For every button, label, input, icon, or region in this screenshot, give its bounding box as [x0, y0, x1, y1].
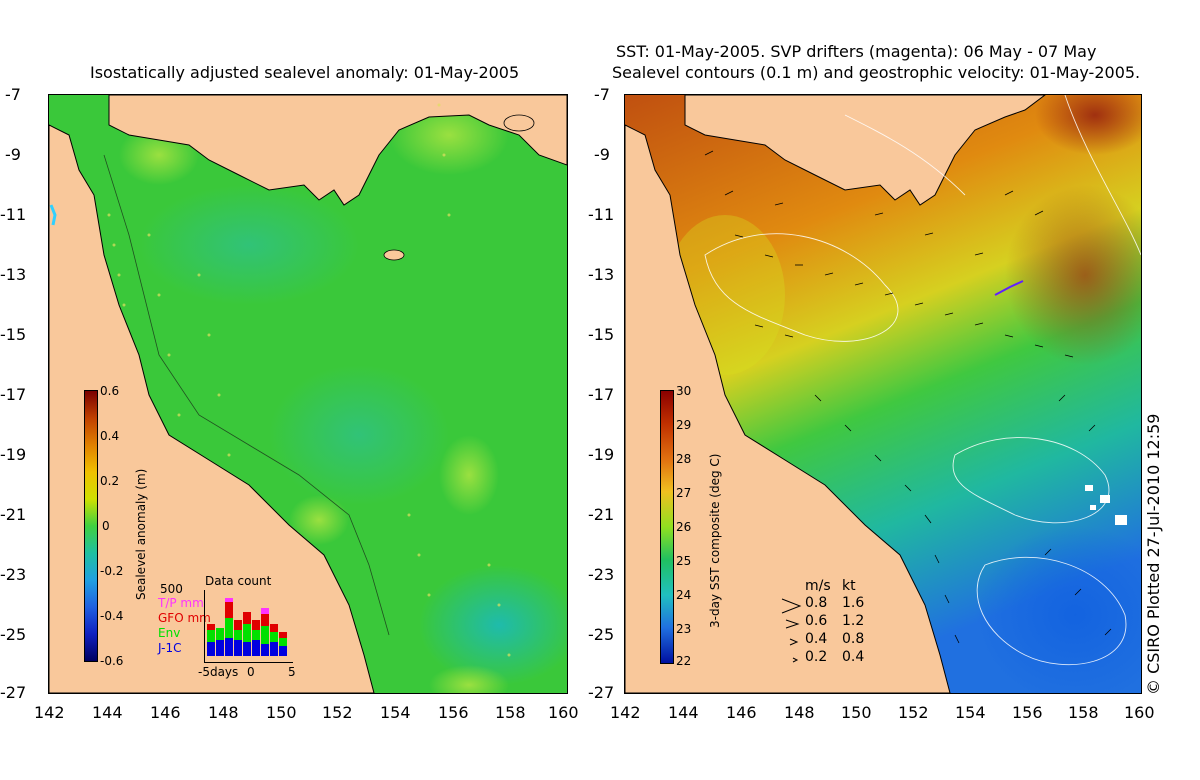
- left-colorbar-label: Sealevel anomaly (m): [134, 468, 148, 600]
- left-x-tick: 144: [92, 703, 123, 722]
- right-x-tick: 160: [1124, 703, 1155, 722]
- left-y-tick: -15: [0, 325, 27, 344]
- right-colorbar-label: 3-day SST composite (deg C): [708, 453, 722, 628]
- right-x-tick: 152: [898, 703, 929, 722]
- velocity-legend-kt: 0.8: [842, 631, 865, 647]
- right-colorbar-tick: 25: [676, 554, 692, 568]
- right-colorbar-tick: 29: [676, 418, 692, 432]
- left-colorbar-tick: -0.4: [100, 609, 124, 623]
- left-x-tick: 146: [150, 703, 181, 722]
- drifter-track: [994, 280, 1024, 296]
- right-colorbar-tick: 23: [676, 622, 692, 636]
- data-count-x-label: -5days: [198, 665, 239, 679]
- left-y-tick: -7: [5, 85, 21, 104]
- left-colorbar-tick: -0.2: [100, 564, 124, 578]
- data-count-legend-gfo: GFO mm: [158, 611, 211, 625]
- velocity-legend-kt: 1.2: [842, 613, 865, 629]
- data-count-legend-j1c: J-1C: [158, 641, 182, 655]
- right-colorbar-tick: 22: [676, 654, 692, 668]
- data-count-max: 500: [160, 582, 183, 596]
- right-x-tick: 156: [1012, 703, 1043, 722]
- right-map: [624, 94, 1142, 694]
- right-y-tick: -13: [588, 265, 615, 284]
- right-colorbar: [660, 390, 674, 664]
- right-land-australia: [625, 124, 951, 693]
- left-x-tick: 158: [495, 703, 526, 722]
- right-x-tick: 154: [955, 703, 986, 722]
- right-x-tick: 146: [726, 703, 757, 722]
- left-y-tick: -11: [0, 205, 27, 224]
- data-count-chart: [204, 590, 293, 663]
- left-x-tick: 150: [266, 703, 297, 722]
- left-x-tick: 160: [548, 703, 579, 722]
- velocity-legend-ms: 0.8: [805, 595, 828, 611]
- right-x-tick: 144: [668, 703, 699, 722]
- left-map: [48, 94, 568, 694]
- right-x-tick: 148: [784, 703, 815, 722]
- right-colorbar-tick: 24: [676, 588, 692, 602]
- left-colorbar-tick: -0.6: [100, 654, 124, 668]
- left-y-tick: -21: [0, 505, 27, 524]
- right-y-tick: -27: [588, 683, 615, 702]
- right-land-new-guinea: [684, 95, 1046, 206]
- left-x-tick: 148: [208, 703, 239, 722]
- right-colorbar-tick: 26: [676, 520, 692, 534]
- velocity-legend-arrows: [781, 598, 802, 663]
- right-x-tick: 158: [1068, 703, 1099, 722]
- right-y-tick: -21: [588, 505, 615, 524]
- right-y-tick: -23: [588, 565, 615, 584]
- right-y-tick: -17: [588, 385, 615, 404]
- right-colorbar-tick: 28: [676, 452, 692, 466]
- left-colorbar-tick: 0: [102, 519, 110, 533]
- velocity-arrow-0.2: [792, 657, 799, 663]
- left-y-tick: -9: [5, 145, 21, 164]
- right-y-tick: -25: [588, 625, 615, 644]
- right-y-tick: -15: [588, 325, 615, 344]
- left-y-tick: -25: [0, 625, 27, 644]
- right-y-tick: -9: [594, 145, 610, 164]
- velocity-legend-ms: 0.4: [805, 631, 828, 647]
- right-y-tick: -19: [588, 445, 615, 464]
- right-colorbar-tick: 27: [676, 486, 692, 500]
- left-land-australia: [49, 124, 375, 693]
- right-x-tick: 150: [841, 703, 872, 722]
- left-colorbar-tick: 0.4: [100, 429, 120, 443]
- left-y-tick: -27: [0, 683, 27, 702]
- velocity-legend-ms: 0.6: [805, 613, 828, 629]
- left-y-tick: -17: [0, 385, 27, 404]
- left-x-tick: 152: [322, 703, 353, 722]
- left-y-tick: -19: [0, 445, 27, 464]
- data-count-title: Data count: [205, 574, 272, 588]
- right-y-tick: -7: [594, 85, 610, 104]
- velocity-arrow-0.8: [781, 598, 802, 614]
- left-x-tick: 142: [34, 703, 65, 722]
- left-land-new-guinea: [108, 95, 567, 206]
- velocity-legend-header-kt: kt: [842, 578, 856, 594]
- velocity-legend-header-ms: m/s: [805, 578, 831, 594]
- left-y-tick: -13: [0, 265, 27, 284]
- left-colorbar: [84, 390, 98, 662]
- data-count-x-label: 5: [288, 665, 296, 679]
- velocity-legend-ms: 0.2: [805, 649, 828, 665]
- left-y-tick: -23: [0, 565, 27, 584]
- right-y-tick: -11: [588, 205, 615, 224]
- velocity-legend-kt: 0.4: [842, 649, 865, 665]
- left-colorbar-tick: 0.6: [100, 384, 120, 398]
- right-panel-title-1: SST: 01-May-2005. SVP drifters (magenta)…: [616, 42, 1097, 61]
- right-x-tick: 142: [610, 703, 641, 722]
- data-count-legend-env: Env: [158, 626, 181, 640]
- data-count-legend-tp: T/P mm: [158, 596, 204, 610]
- velocity-arrow-0.4: [789, 638, 799, 646]
- data-count-x-label: 0: [247, 665, 255, 679]
- left-panel-title: Isostatically adjusted sealevel anomaly:…: [90, 63, 520, 82]
- velocity-arrow-0.6: [785, 619, 800, 629]
- left-x-tick: 156: [438, 703, 469, 722]
- right-panel-title-2: Sealevel contours (0.1 m) and geostrophi…: [612, 63, 1141, 82]
- left-x-tick: 154: [380, 703, 411, 722]
- credit-text: © CSIRO Plotted 27-Jul-2010 12:59: [1144, 413, 1163, 695]
- velocity-legend-kt: 1.6: [842, 595, 865, 611]
- left-colorbar-tick: 0.2: [100, 474, 120, 488]
- right-colorbar-tick: 30: [676, 384, 692, 398]
